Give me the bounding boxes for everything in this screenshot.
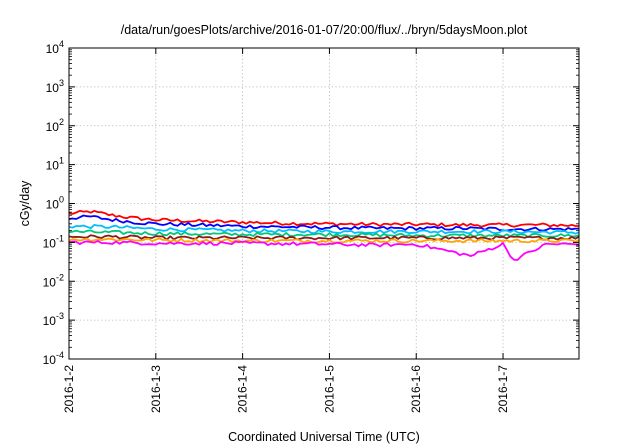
series-line-3 xyxy=(68,223,580,235)
chart-title: /data/run/goesPlots/archive/2016-01-07/2… xyxy=(121,23,528,37)
y-tick-label: 101 xyxy=(46,156,64,173)
y-axis: 104 103 102 101 100 10-1 10-2 10-3 10-4 xyxy=(43,39,579,367)
x-tick-label: 2016-1-3 xyxy=(149,365,163,413)
x-axis-label: Coordinated Universal Time (UTC) xyxy=(228,430,420,444)
x-tick-label: 2016-1-5 xyxy=(322,365,336,413)
y-tick-label: 10-1 xyxy=(43,233,64,250)
series-line-1 xyxy=(68,209,579,228)
x-tick-label: 2016-1-2 xyxy=(62,365,76,413)
y-axis-label: cGy/day xyxy=(18,180,32,227)
x-tick-label: 2016-1-7 xyxy=(496,365,510,413)
y-tick-label: 102 xyxy=(46,117,64,134)
series-line-5 xyxy=(68,234,580,241)
series-line-6 xyxy=(68,237,580,244)
y-tick-label: 103 xyxy=(46,78,64,95)
series-line-7 xyxy=(68,239,580,261)
y-tick-label: 104 xyxy=(46,39,64,56)
y-tick-label: 100 xyxy=(46,195,64,212)
series-line-2 xyxy=(68,214,579,232)
y-tick-label: 10-2 xyxy=(43,272,64,289)
series-line-4 xyxy=(68,229,580,239)
x-axis: 2016-1-2 2016-1-3 2016-1-4 2016-1-5 2016-1-6… xyxy=(62,48,510,413)
data-series xyxy=(68,209,580,261)
x-tick-label: 2016-1-6 xyxy=(409,365,423,413)
x-tick-label: 2016-1-4 xyxy=(236,365,250,413)
grid-lines xyxy=(69,48,579,359)
y-tick-label: 10-4 xyxy=(43,350,64,367)
y-tick-label: 10-3 xyxy=(43,311,64,328)
